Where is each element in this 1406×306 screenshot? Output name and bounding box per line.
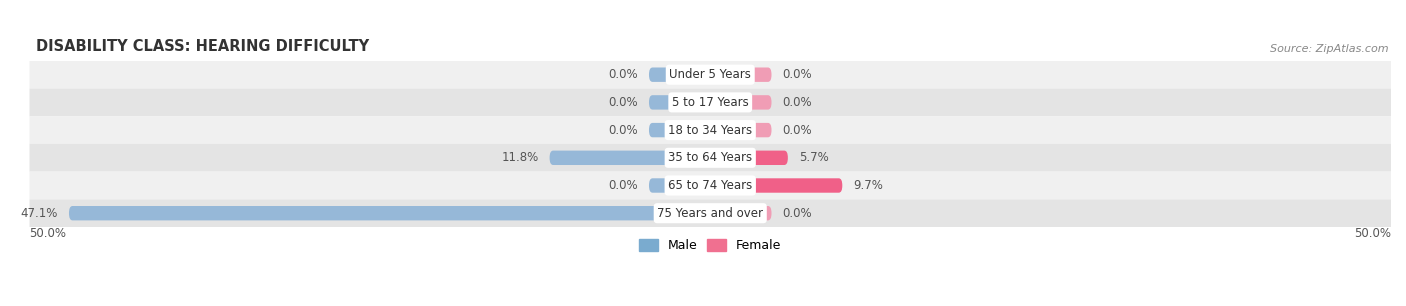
Text: 5 to 17 Years: 5 to 17 Years (672, 96, 748, 109)
FancyBboxPatch shape (550, 151, 710, 165)
FancyBboxPatch shape (650, 123, 710, 137)
Text: 47.1%: 47.1% (21, 207, 58, 220)
FancyBboxPatch shape (69, 206, 710, 220)
Legend: Male, Female: Male, Female (634, 234, 786, 257)
FancyBboxPatch shape (30, 61, 1391, 88)
Text: Source: ZipAtlas.com: Source: ZipAtlas.com (1270, 44, 1388, 54)
Text: 18 to 34 Years: 18 to 34 Years (668, 124, 752, 136)
Text: 0.0%: 0.0% (609, 96, 638, 109)
Text: 50.0%: 50.0% (1354, 227, 1391, 240)
Text: 0.0%: 0.0% (782, 124, 813, 136)
FancyBboxPatch shape (30, 199, 1391, 227)
FancyBboxPatch shape (30, 116, 1391, 144)
Text: 35 to 64 Years: 35 to 64 Years (668, 151, 752, 164)
Text: 50.0%: 50.0% (30, 227, 66, 240)
Text: 0.0%: 0.0% (609, 179, 638, 192)
Text: 0.0%: 0.0% (609, 68, 638, 81)
FancyBboxPatch shape (710, 123, 772, 137)
FancyBboxPatch shape (710, 68, 772, 82)
FancyBboxPatch shape (30, 172, 1391, 199)
Text: 11.8%: 11.8% (502, 151, 538, 164)
Text: DISABILITY CLASS: HEARING DIFFICULTY: DISABILITY CLASS: HEARING DIFFICULTY (37, 39, 370, 54)
FancyBboxPatch shape (650, 68, 710, 82)
FancyBboxPatch shape (650, 95, 710, 110)
FancyBboxPatch shape (650, 178, 710, 193)
FancyBboxPatch shape (710, 95, 772, 110)
Text: 75 Years and over: 75 Years and over (657, 207, 763, 220)
Text: 0.0%: 0.0% (782, 207, 813, 220)
Text: 5.7%: 5.7% (799, 151, 828, 164)
FancyBboxPatch shape (710, 206, 772, 220)
FancyBboxPatch shape (710, 178, 842, 193)
FancyBboxPatch shape (30, 144, 1391, 172)
FancyBboxPatch shape (710, 151, 787, 165)
FancyBboxPatch shape (30, 88, 1391, 116)
Text: 0.0%: 0.0% (609, 124, 638, 136)
Text: 0.0%: 0.0% (782, 96, 813, 109)
Text: 65 to 74 Years: 65 to 74 Years (668, 179, 752, 192)
Text: 0.0%: 0.0% (782, 68, 813, 81)
Text: 9.7%: 9.7% (853, 179, 883, 192)
Text: Under 5 Years: Under 5 Years (669, 68, 751, 81)
